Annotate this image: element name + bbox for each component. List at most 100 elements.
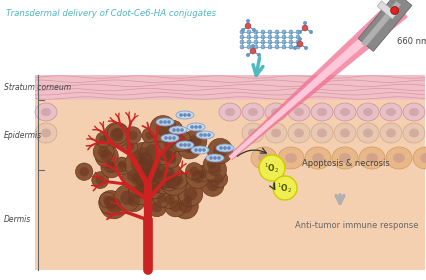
Ellipse shape <box>408 129 418 137</box>
Circle shape <box>109 128 124 142</box>
Circle shape <box>260 45 265 49</box>
Circle shape <box>253 35 257 39</box>
Circle shape <box>172 136 176 140</box>
Circle shape <box>130 170 152 192</box>
Ellipse shape <box>187 123 204 131</box>
Circle shape <box>95 144 118 168</box>
Circle shape <box>142 174 167 199</box>
Ellipse shape <box>408 108 418 116</box>
Circle shape <box>194 125 197 129</box>
Circle shape <box>150 185 159 195</box>
Circle shape <box>203 156 219 173</box>
Ellipse shape <box>333 123 355 143</box>
Circle shape <box>150 116 176 142</box>
Circle shape <box>203 133 206 137</box>
Ellipse shape <box>311 153 323 163</box>
Circle shape <box>239 35 243 39</box>
Circle shape <box>281 45 285 49</box>
Circle shape <box>198 148 201 152</box>
Circle shape <box>164 172 175 183</box>
Circle shape <box>191 170 204 183</box>
Circle shape <box>132 142 153 164</box>
Ellipse shape <box>317 108 326 116</box>
Circle shape <box>79 167 89 176</box>
Circle shape <box>166 174 181 189</box>
Ellipse shape <box>277 147 303 169</box>
Circle shape <box>139 164 163 187</box>
Polygon shape <box>227 0 407 160</box>
Circle shape <box>189 135 201 147</box>
Circle shape <box>253 40 257 44</box>
Circle shape <box>139 152 152 165</box>
Circle shape <box>168 125 178 135</box>
Circle shape <box>134 162 160 188</box>
Circle shape <box>147 197 166 217</box>
Circle shape <box>151 170 161 180</box>
Circle shape <box>295 40 299 44</box>
Circle shape <box>104 196 117 209</box>
Circle shape <box>144 156 160 172</box>
Circle shape <box>288 30 292 34</box>
Text: Transdermal delivery of Cdot-Ce6-HA conjugates: Transdermal delivery of Cdot-Ce6-HA conj… <box>6 10 216 18</box>
Circle shape <box>202 158 226 181</box>
Ellipse shape <box>35 123 57 143</box>
Circle shape <box>95 132 111 147</box>
Circle shape <box>164 195 174 205</box>
Circle shape <box>145 131 153 139</box>
Circle shape <box>183 187 197 201</box>
Circle shape <box>164 176 174 187</box>
Circle shape <box>100 150 113 162</box>
Ellipse shape <box>310 123 332 143</box>
Circle shape <box>246 45 250 49</box>
Circle shape <box>169 130 191 152</box>
Ellipse shape <box>412 147 426 169</box>
Circle shape <box>137 166 148 178</box>
Circle shape <box>207 138 232 164</box>
Ellipse shape <box>385 147 411 169</box>
Circle shape <box>268 40 271 44</box>
Circle shape <box>163 120 167 124</box>
Circle shape <box>246 35 250 39</box>
Ellipse shape <box>358 147 384 169</box>
Circle shape <box>181 138 200 157</box>
Circle shape <box>296 41 302 47</box>
Circle shape <box>198 169 207 178</box>
Polygon shape <box>376 1 396 19</box>
Circle shape <box>202 148 205 152</box>
Circle shape <box>138 156 147 164</box>
Ellipse shape <box>176 111 193 119</box>
Circle shape <box>302 21 306 25</box>
Circle shape <box>118 160 125 168</box>
Circle shape <box>240 28 245 32</box>
Circle shape <box>178 181 202 206</box>
Circle shape <box>114 185 141 211</box>
Ellipse shape <box>216 144 233 152</box>
Circle shape <box>245 19 249 23</box>
Circle shape <box>140 168 154 182</box>
Circle shape <box>130 147 144 162</box>
Circle shape <box>135 153 150 168</box>
Circle shape <box>142 162 168 188</box>
Circle shape <box>260 40 265 44</box>
Circle shape <box>169 171 187 189</box>
Circle shape <box>239 30 243 34</box>
Circle shape <box>183 113 186 117</box>
Circle shape <box>145 169 158 182</box>
Circle shape <box>153 190 170 207</box>
Ellipse shape <box>176 141 193 149</box>
Text: Dermis: Dermis <box>4 216 31 225</box>
Ellipse shape <box>333 103 355 121</box>
Circle shape <box>272 176 296 200</box>
Circle shape <box>167 155 176 164</box>
Circle shape <box>155 122 170 136</box>
Circle shape <box>213 144 227 158</box>
Circle shape <box>186 165 209 188</box>
Ellipse shape <box>155 118 173 126</box>
Ellipse shape <box>339 108 349 116</box>
Circle shape <box>158 144 175 161</box>
Circle shape <box>142 162 164 185</box>
Circle shape <box>140 178 153 191</box>
Circle shape <box>288 40 292 44</box>
Circle shape <box>297 30 301 34</box>
Circle shape <box>164 151 179 167</box>
